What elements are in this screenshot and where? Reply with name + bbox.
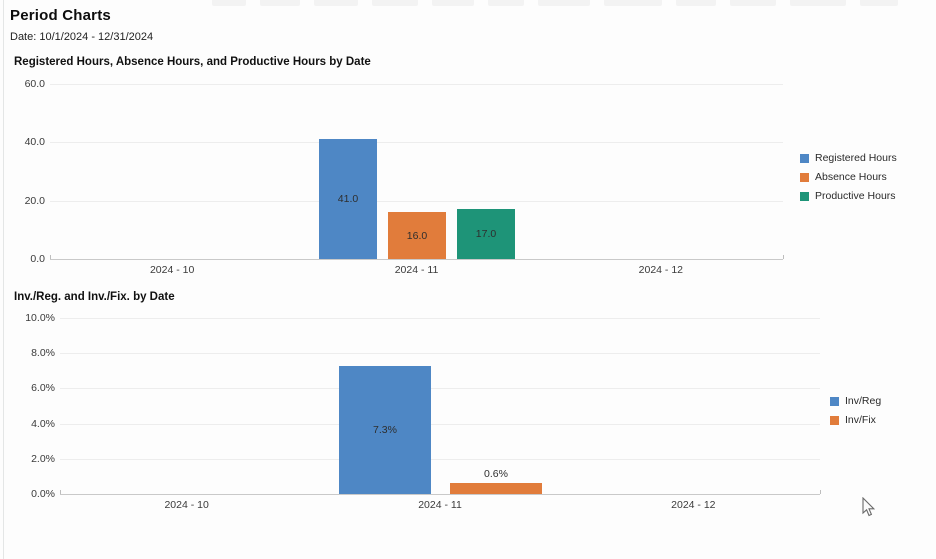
- legend-swatch-icon: [830, 396, 839, 406]
- tab-artifact: [538, 0, 590, 6]
- chart1-title: Registered Hours, Absence Hours, and Pro…: [14, 56, 371, 68]
- y-tick-label: 20.0: [24, 195, 45, 207]
- legend-item-label: Inv/Reg: [845, 395, 882, 407]
- tab-artifact: [314, 0, 358, 6]
- legend-item-label: Absence Hours: [815, 171, 887, 183]
- legend-item-label: Inv/Fix: [845, 414, 876, 426]
- legend-item-label: Registered Hours: [815, 152, 897, 164]
- tab-artifact: [488, 0, 524, 6]
- tab-artifact: [260, 0, 300, 6]
- axis-end-tick: [783, 255, 784, 259]
- x-category-label: 2024 - 11: [394, 264, 439, 276]
- gridline: [60, 459, 820, 460]
- gridline: [60, 318, 820, 319]
- y-tick-label: 4.0%: [31, 418, 55, 430]
- date-range-label: Date: 10/1/2024 - 12/31/2024: [10, 31, 154, 43]
- axis-end-tick: [820, 490, 821, 494]
- tab-artifact: [604, 0, 662, 6]
- x-category-label: 2024 - 10: [164, 499, 209, 511]
- bar-inv-fix[interactable]: [450, 483, 542, 494]
- bar-value-label: 0.6%: [484, 468, 508, 480]
- legend: Registered Hours Absence Hours Productive …: [800, 152, 897, 202]
- legend-item-label: Productive Hours: [815, 190, 896, 202]
- legend-item-absence-hours[interactable]: Absence Hours: [800, 171, 897, 183]
- top-edge-tab-artifacts: [212, 0, 936, 8]
- y-tick-label: 0.0%: [31, 488, 55, 500]
- y-tick-label: 8.0%: [31, 347, 55, 359]
- bar-value-label: 16.0: [406, 230, 428, 242]
- mouse-cursor-icon: [862, 497, 876, 517]
- x-category-label: 2024 - 12: [671, 499, 716, 511]
- x-category-label: 2024 - 12: [638, 264, 684, 276]
- y-tick-label: 6.0%: [31, 382, 55, 394]
- legend-item-registered-hours[interactable]: Registered Hours: [800, 152, 897, 164]
- gridline: [60, 388, 820, 389]
- x-category-label: 2024 - 10: [149, 264, 195, 276]
- y-tick-label: 0.0: [30, 253, 45, 265]
- y-tick-label: 60.0: [24, 78, 45, 90]
- tab-artifact: [790, 0, 846, 6]
- legend-swatch-icon: [800, 172, 809, 182]
- legend-swatch-icon: [830, 415, 839, 425]
- legend-swatch-icon: [800, 153, 809, 163]
- legend-item-productive-hours[interactable]: Productive Hours: [800, 190, 897, 202]
- left-border-line: [3, 0, 4, 559]
- tab-artifact: [212, 0, 246, 6]
- legend-item-inv-reg[interactable]: Inv/Reg: [830, 395, 881, 407]
- tab-artifact: [432, 0, 474, 6]
- tab-artifact: [860, 0, 898, 6]
- gridline: [50, 201, 783, 202]
- axis-end-tick: [60, 490, 61, 494]
- tab-artifact: [730, 0, 776, 6]
- y-tick-label: 2.0%: [31, 453, 55, 465]
- x-axis-line: [60, 494, 820, 495]
- legend: Inv/Reg Inv/Fix: [830, 395, 881, 426]
- axis-end-tick: [50, 255, 51, 259]
- bar-productive-hours[interactable]: [457, 209, 515, 259]
- chart2-title: Inv./Reg. and Inv./Fix. by Date: [14, 291, 175, 303]
- bar-value-label: 41.0: [337, 193, 359, 205]
- bar-registered-hours[interactable]: [319, 139, 377, 259]
- bar-value-label: 17.0: [475, 228, 497, 240]
- tab-artifact: [372, 0, 418, 6]
- x-category-label: 2024 - 11: [418, 499, 462, 511]
- gridline: [50, 84, 783, 85]
- page-title: Period Charts: [10, 7, 111, 24]
- y-tick-label: 40.0: [24, 136, 45, 148]
- gridline: [50, 142, 783, 143]
- legend-item-inv-fix[interactable]: Inv/Fix: [830, 414, 881, 426]
- gridline: [60, 424, 820, 425]
- legend-swatch-icon: [800, 191, 809, 201]
- gridline: [60, 353, 820, 354]
- bar-absence-hours[interactable]: [388, 212, 446, 259]
- x-axis-line: [50, 259, 783, 260]
- bar-value-label: 7.3%: [373, 424, 397, 436]
- bar-inv-reg[interactable]: [339, 366, 431, 494]
- tab-artifact: [676, 0, 716, 6]
- y-tick-label: 10.0%: [25, 312, 55, 324]
